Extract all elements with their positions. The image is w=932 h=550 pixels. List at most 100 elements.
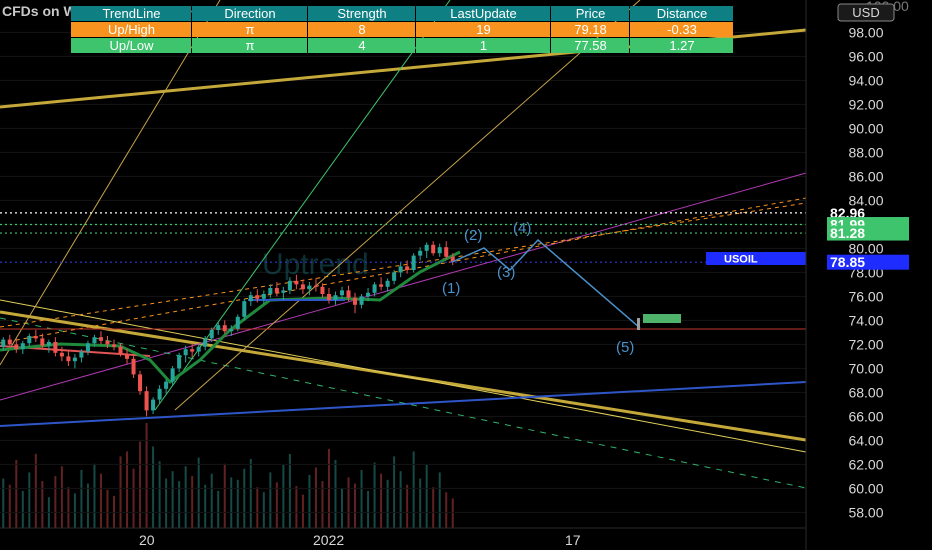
candle [242, 298, 247, 321]
candle-body [450, 256, 455, 262]
candle-body [40, 338, 45, 346]
price-levels [0, 212, 806, 263]
candle [320, 283, 325, 298]
table-cell [308, 22, 415, 37]
candle-body [46, 342, 51, 346]
table-cell-label: -0.33 [667, 22, 697, 37]
price-level-tag [827, 254, 909, 270]
candle [313, 278, 318, 292]
candle-body [385, 280, 390, 287]
candle-body [372, 284, 377, 293]
candle [294, 274, 299, 290]
table-cell-label: π [246, 22, 255, 37]
volume-bar [373, 462, 376, 528]
volume-bar [308, 474, 311, 528]
volume-bar [2, 478, 5, 528]
price-tick-label: 70.00 [848, 360, 883, 376]
candle-body [1, 339, 6, 347]
volume-bar [419, 478, 422, 528]
candles[interactable] [1, 241, 455, 417]
candle-body [151, 399, 156, 411]
candle-body [248, 295, 253, 302]
candle [379, 277, 384, 291]
candle [307, 282, 312, 296]
volume-bar [93, 463, 96, 528]
volume-bar [399, 471, 402, 528]
candle [79, 349, 84, 363]
candle-body [405, 266, 410, 270]
candle-body [14, 344, 19, 350]
candle-body [300, 284, 305, 290]
trendlines[interactable] [0, 0, 807, 489]
candle-body [203, 338, 208, 347]
elliott-wave-path[interactable] [451, 238, 641, 329]
volume-bar [288, 453, 291, 528]
candle-body [105, 340, 110, 345]
symbol-tag-label: USOIL [724, 254, 758, 266]
candle-body [235, 316, 240, 329]
candle [183, 345, 188, 363]
candle [170, 366, 175, 386]
trendline-blue [0, 381, 807, 427]
price-tick-label: 72.00 [848, 336, 883, 352]
candle-body [398, 266, 403, 273]
elliott-label-2: (2) [464, 227, 482, 244]
candle [27, 333, 32, 347]
candle [14, 338, 19, 353]
price-tick-label: 92.00 [848, 96, 883, 112]
volume-bar [230, 477, 233, 528]
candle [255, 289, 260, 303]
price-level-tag-label: 81.28 [830, 225, 865, 241]
volume-bar [360, 469, 363, 528]
candle [203, 336, 208, 351]
candle-body [411, 255, 416, 270]
table-cell-label: 4 [358, 38, 365, 53]
volume-bar [80, 469, 83, 528]
candle [157, 385, 162, 404]
candle-body [339, 290, 345, 296]
volume-bar [262, 492, 265, 528]
candle [418, 247, 423, 261]
time-axis[interactable]: 20 2022 17 [139, 532, 581, 548]
candle [59, 346, 64, 362]
price-axis[interactable] [806, 0, 932, 550]
table-cell [630, 38, 733, 53]
volume-bar [386, 479, 389, 528]
volume-bar [184, 466, 187, 528]
price-level-tag-label: 82.96 [830, 205, 865, 221]
table-cell [71, 22, 191, 37]
candle [333, 291, 338, 305]
volume-bar [301, 494, 304, 528]
candle [46, 339, 51, 353]
grid-layer [0, 31, 806, 513]
volume-bar [126, 451, 129, 528]
price-tick-label: 66.00 [848, 408, 883, 424]
elliott-label-3: (3) [497, 264, 515, 281]
table-cell-label: Up/Low [109, 38, 154, 53]
volume-bar [54, 476, 57, 528]
candle-body [359, 296, 364, 305]
volume-bar [60, 466, 63, 528]
candle-body [164, 381, 169, 389]
price-tick-label: 94.00 [848, 72, 883, 88]
candle [118, 343, 123, 357]
candle-body [79, 351, 84, 358]
candle-body [20, 343, 25, 350]
candle-body [92, 337, 97, 344]
volume-bar [438, 472, 441, 528]
candle [444, 241, 449, 260]
trendline-green-ma [0, 250, 461, 385]
volume-bar [451, 498, 454, 528]
candle [98, 331, 103, 345]
currency-button[interactable] [837, 3, 895, 22]
candle [177, 352, 182, 372]
candle-body [85, 343, 90, 352]
volume-bar [139, 441, 142, 528]
volume-bar [354, 483, 357, 528]
volume-bar [367, 490, 370, 528]
candle-body [261, 294, 266, 299]
price-tick-label: 96.00 [848, 48, 883, 64]
table-header-label: Strength [337, 6, 386, 21]
candle-body [177, 355, 182, 369]
